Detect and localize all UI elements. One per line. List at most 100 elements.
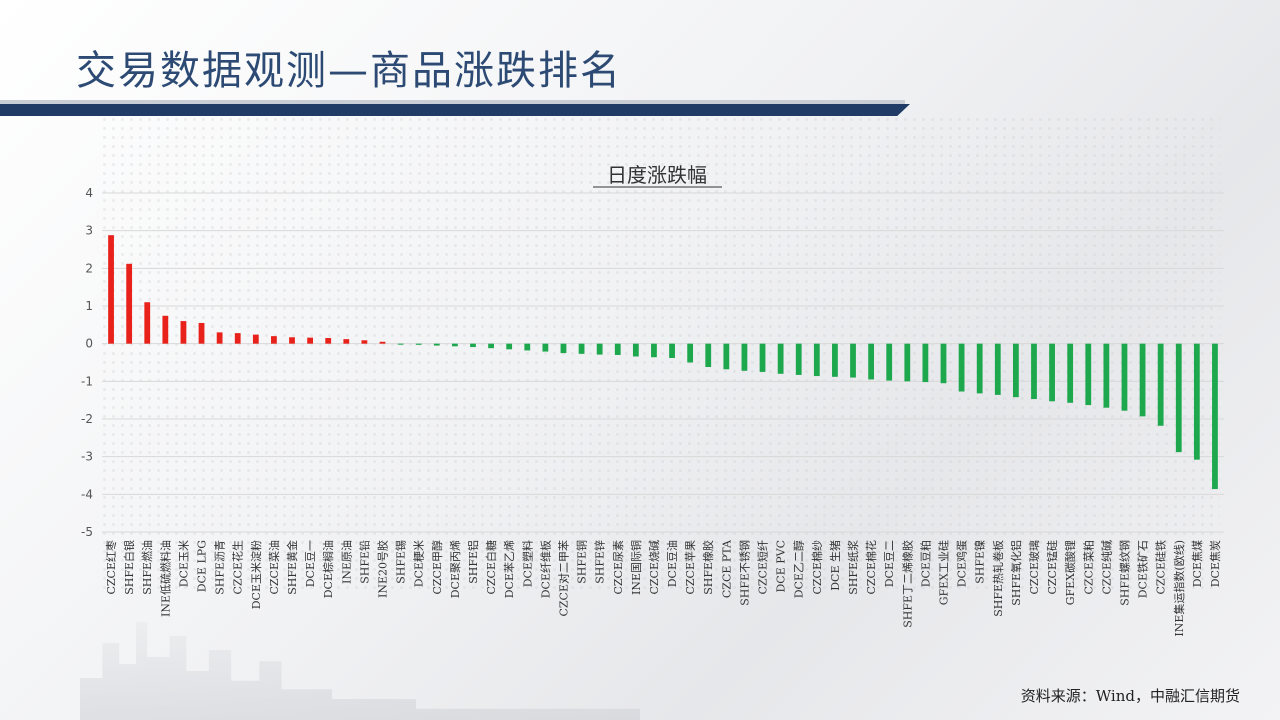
bar-57 bbox=[1139, 343, 1146, 417]
x-tick-label: DCE LPG bbox=[196, 540, 209, 592]
x-tick-label: CZCE花生 bbox=[231, 540, 245, 595]
x-tick-label: INE20号胶 bbox=[376, 540, 390, 598]
x-tick-label: SHFE白银 bbox=[122, 540, 136, 595]
x-tick-label: CZCE棉花 bbox=[864, 540, 878, 595]
bar-28 bbox=[614, 343, 621, 355]
y-tick-label: -4 bbox=[81, 487, 93, 501]
chart-title: 日度涨跌幅 bbox=[607, 163, 707, 187]
bar-61 bbox=[1212, 343, 1218, 490]
x-tick-label: DCE玉米淀粉 bbox=[249, 540, 263, 609]
bar-23 bbox=[524, 343, 531, 351]
x-tick-label: DCE铁矿石 bbox=[1137, 540, 1150, 598]
x-tick-label: SHFE黄金 bbox=[285, 540, 299, 595]
x-tick-label: SHFE铜 bbox=[575, 540, 589, 584]
bar-0 bbox=[108, 235, 114, 344]
grid-lines bbox=[102, 192, 1224, 533]
x-tick-label: CZCE白糖 bbox=[484, 540, 498, 595]
bar-54 bbox=[1085, 343, 1092, 406]
x-tick-label: DCE PVC bbox=[775, 540, 788, 593]
bar-44 bbox=[904, 343, 911, 382]
bar-40 bbox=[832, 343, 838, 377]
bar-51 bbox=[1031, 343, 1037, 400]
x-tick-label: CZCE菜油 bbox=[267, 540, 281, 595]
bar-55 bbox=[1103, 343, 1110, 408]
y-tick-label: -3 bbox=[81, 450, 93, 464]
y-tick-label: 4 bbox=[85, 186, 93, 200]
bar-4 bbox=[180, 321, 187, 344]
title-underline-shade bbox=[0, 100, 905, 104]
bar-30 bbox=[651, 343, 657, 358]
bar-5 bbox=[198, 322, 205, 344]
x-tick-label: INE原油 bbox=[339, 540, 353, 584]
x-tick-label: SHFE铅 bbox=[357, 540, 371, 584]
x-tick-label: CZCE PTA bbox=[720, 539, 733, 598]
bar-58 bbox=[1157, 343, 1164, 426]
y-tick-label: 0 bbox=[85, 337, 93, 351]
bar-34 bbox=[723, 343, 730, 370]
bar-48 bbox=[976, 343, 983, 394]
bar-36 bbox=[759, 343, 766, 372]
x-tick-label: DCE苯乙烯 bbox=[502, 540, 516, 598]
bar-10 bbox=[289, 337, 295, 344]
bar-9 bbox=[271, 336, 277, 344]
bar-22 bbox=[506, 343, 513, 350]
x-tick-label: DCE豆二 bbox=[883, 540, 896, 587]
bar-31 bbox=[669, 343, 675, 358]
bar-53 bbox=[1067, 343, 1074, 403]
bar-38 bbox=[795, 343, 802, 375]
bar-6 bbox=[216, 332, 223, 344]
x-tick-label: CZCE对二甲苯 bbox=[556, 540, 570, 617]
x-tick-label: GFEX工业硅 bbox=[938, 540, 951, 605]
x-tick-label: CZCE锰硅 bbox=[1045, 540, 1059, 595]
x-tick-label: DCE聚丙烯 bbox=[449, 540, 462, 598]
x-tick-label: CZCE短纤 bbox=[756, 540, 770, 595]
bar-16 bbox=[397, 343, 404, 345]
x-tick-label: INE集运指数(欧线) bbox=[1172, 540, 1186, 637]
bar-50 bbox=[1012, 343, 1019, 398]
x-tick-label: SHFE螺纹钢 bbox=[1117, 540, 1131, 606]
x-tick-label: SHFE锌 bbox=[593, 540, 607, 584]
y-axis: 4 3 2 1 0 -1 -2 -3 -4 -5 bbox=[81, 186, 93, 539]
x-tick-label: CZCE红枣 bbox=[105, 540, 118, 595]
source-note: 资料来源：Wind，中融汇信期货 bbox=[1020, 687, 1240, 705]
x-tick-label: SHFE纸浆 bbox=[846, 540, 860, 595]
x-tick-label: CZCE甲醇 bbox=[430, 540, 444, 595]
x-axis: CZCE红枣 SHFE白银 SHFE燃油 INE低硫燃料油 DCE玉米 DCE LPG SH… bbox=[105, 539, 1222, 637]
bar-13 bbox=[343, 339, 350, 344]
bar-60 bbox=[1193, 343, 1200, 460]
x-tick-label: SHFE氧化铝 bbox=[1009, 540, 1023, 606]
x-tick-label: DCE玉米 bbox=[177, 540, 190, 587]
bar-2 bbox=[144, 302, 151, 344]
x-tick-label: CZCE烧碱 bbox=[648, 540, 661, 595]
x-tick-label: DCE 生猪 bbox=[828, 540, 842, 591]
x-tick-label: GFEX碳酸锂 bbox=[1063, 540, 1077, 605]
x-tick-label: INE国际铜 bbox=[629, 540, 643, 595]
x-tick-label: CZCE玻璃 bbox=[1027, 540, 1041, 595]
x-tick-label: DCE豆油 bbox=[665, 540, 679, 587]
bar-37 bbox=[777, 343, 784, 374]
bar-33 bbox=[705, 343, 712, 368]
bar-42 bbox=[868, 343, 875, 380]
x-tick-label: DCE豆一 bbox=[304, 540, 317, 587]
x-tick-label: SHFE铝 bbox=[466, 540, 480, 584]
x-tick-label: SHFE镍 bbox=[973, 540, 987, 584]
x-tick-label: SHFE燃油 bbox=[140, 540, 154, 595]
bar-18 bbox=[433, 343, 440, 346]
x-tick-label: CZCE纯碱 bbox=[1100, 540, 1113, 595]
bar-26 bbox=[578, 343, 585, 354]
bar-49 bbox=[994, 343, 1001, 395]
x-tick-label: DCE粳米 bbox=[412, 540, 426, 587]
bar-1 bbox=[126, 263, 133, 344]
x-tick-label: SHFE橡胶 bbox=[701, 540, 715, 595]
x-tick-label: SHFE不锈钢 bbox=[738, 540, 751, 606]
bar-41 bbox=[850, 343, 856, 378]
page-title: 交易数据观测—商品涨跌排名 bbox=[76, 48, 622, 94]
x-tick-label: DCE塑料 bbox=[520, 540, 534, 587]
bar-17 bbox=[415, 343, 422, 345]
bar-21 bbox=[488, 343, 494, 349]
title-underline-bar bbox=[0, 104, 910, 116]
x-tick-label: SHFE热轧卷板 bbox=[991, 540, 1005, 617]
bar-7 bbox=[234, 333, 241, 344]
x-tick-label: DCE焦炭 bbox=[1209, 540, 1222, 587]
x-tick-label: DCE乙二醇 bbox=[792, 540, 806, 598]
